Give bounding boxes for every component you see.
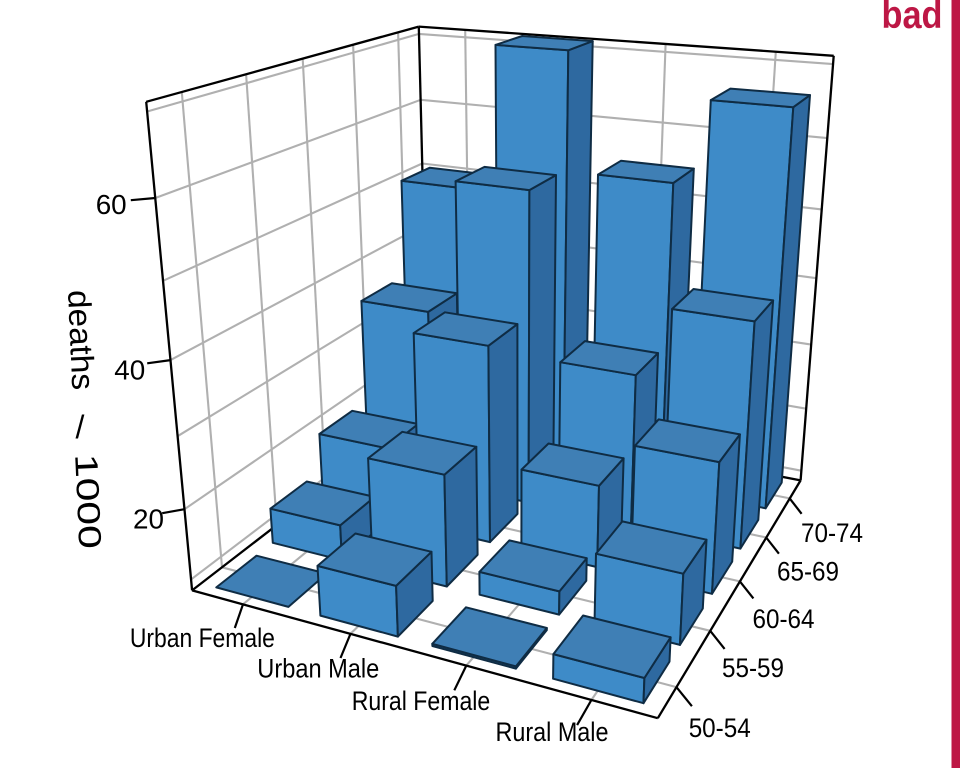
svg-text:20: 20 [133, 504, 164, 535]
svg-text:65-69: 65-69 [777, 557, 839, 587]
svg-text:Rural Female: Rural Female [352, 686, 491, 716]
svg-text:70-74: 70-74 [801, 518, 863, 548]
svg-text:60-64: 60-64 [753, 604, 815, 634]
svg-text:50-54: 50-54 [689, 713, 751, 743]
svg-text:Urban Male: Urban Male [257, 654, 379, 684]
svg-text:60: 60 [96, 189, 127, 220]
svg-text:Urban Female: Urban Female [130, 623, 275, 653]
svg-text:40: 40 [114, 354, 145, 385]
svg-text:Rural Male: Rural Male [496, 717, 609, 747]
svg-text:1000: 1000 [68, 453, 108, 549]
svg-text:55-59: 55-59 [722, 653, 784, 683]
svg-text:bad: bad [882, 0, 943, 37]
svg-text:/: / [76, 409, 85, 445]
svg-text:deaths: deaths [61, 289, 101, 390]
